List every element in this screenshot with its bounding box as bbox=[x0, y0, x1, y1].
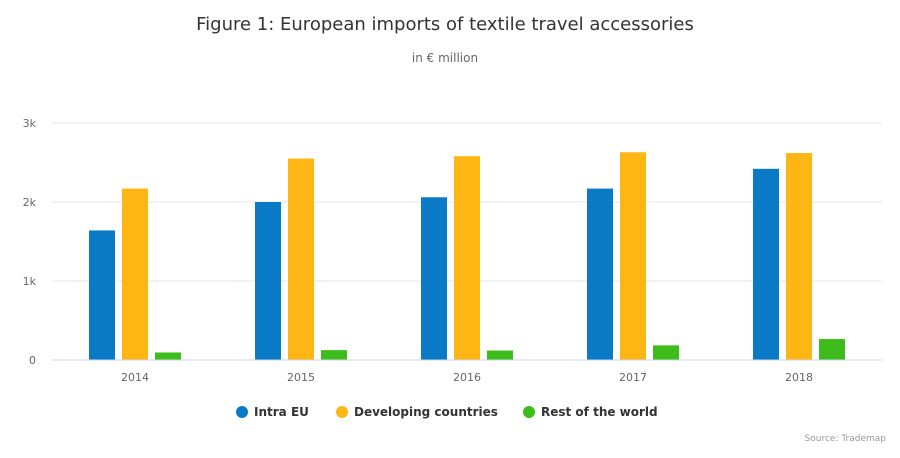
bar-intra-eu-2018[interactable] bbox=[753, 168, 779, 360]
bar-rest-of-the-world-2018[interactable] bbox=[819, 339, 845, 360]
bar-intra-eu-2016[interactable] bbox=[421, 197, 447, 360]
bar-rest-of-the-world-2017[interactable] bbox=[653, 345, 679, 360]
bar-intra-eu-2017[interactable] bbox=[587, 188, 613, 360]
legend-swatch bbox=[336, 406, 348, 418]
bar-rest-of-the-world-2016[interactable] bbox=[487, 350, 513, 360]
y-tick-label: 1k bbox=[23, 275, 37, 288]
y-axis-ticks: 0 1k 2k 3k bbox=[23, 117, 37, 367]
x-tick-label: 2014 bbox=[121, 371, 149, 384]
legend-label: Rest of the world bbox=[541, 405, 658, 419]
x-tick-label: 2016 bbox=[453, 371, 481, 384]
x-tick-label: 2015 bbox=[287, 371, 315, 384]
x-tick-label: 2018 bbox=[785, 371, 813, 384]
legend-swatch bbox=[236, 406, 248, 418]
bar-developing-countries-2014[interactable] bbox=[122, 188, 148, 360]
bar-developing-countries-2018[interactable] bbox=[786, 153, 812, 360]
bar-developing-countries-2016[interactable] bbox=[454, 156, 480, 360]
legend-label: Developing countries bbox=[354, 405, 498, 419]
legend-item-developing-countries[interactable]: Developing countries bbox=[336, 405, 498, 419]
legend-item-intra-eu[interactable]: Intra EU bbox=[236, 405, 309, 419]
x-tick-label: 2017 bbox=[619, 371, 647, 384]
source-credit: Source: Trademap bbox=[805, 434, 887, 444]
bar-developing-countries-2015[interactable] bbox=[288, 158, 314, 360]
legend: Intra EU Developing countries Rest of the … bbox=[236, 405, 658, 419]
legend-item-rest-of-the-world[interactable]: Rest of the world bbox=[523, 405, 658, 419]
bars bbox=[89, 152, 845, 360]
bar-intra-eu-2014[interactable] bbox=[89, 230, 115, 360]
y-tick-label: 2k bbox=[23, 196, 37, 209]
x-axis-ticks: 2014 2015 2016 2017 2018 bbox=[121, 371, 813, 384]
bar-rest-of-the-world-2015[interactable] bbox=[321, 350, 347, 360]
chart-subtitle: in € million bbox=[412, 51, 478, 65]
bar-rest-of-the-world-2014[interactable] bbox=[155, 352, 181, 360]
legend-label: Intra EU bbox=[254, 405, 309, 419]
y-tick-label: 3k bbox=[23, 117, 37, 130]
y-tick-label: 0 bbox=[29, 354, 36, 367]
chart-title: Figure 1: European imports of textile tr… bbox=[196, 14, 694, 35]
legend-swatch bbox=[523, 406, 535, 418]
bar-intra-eu-2015[interactable] bbox=[255, 202, 281, 360]
bar-developing-countries-2017[interactable] bbox=[620, 152, 646, 360]
